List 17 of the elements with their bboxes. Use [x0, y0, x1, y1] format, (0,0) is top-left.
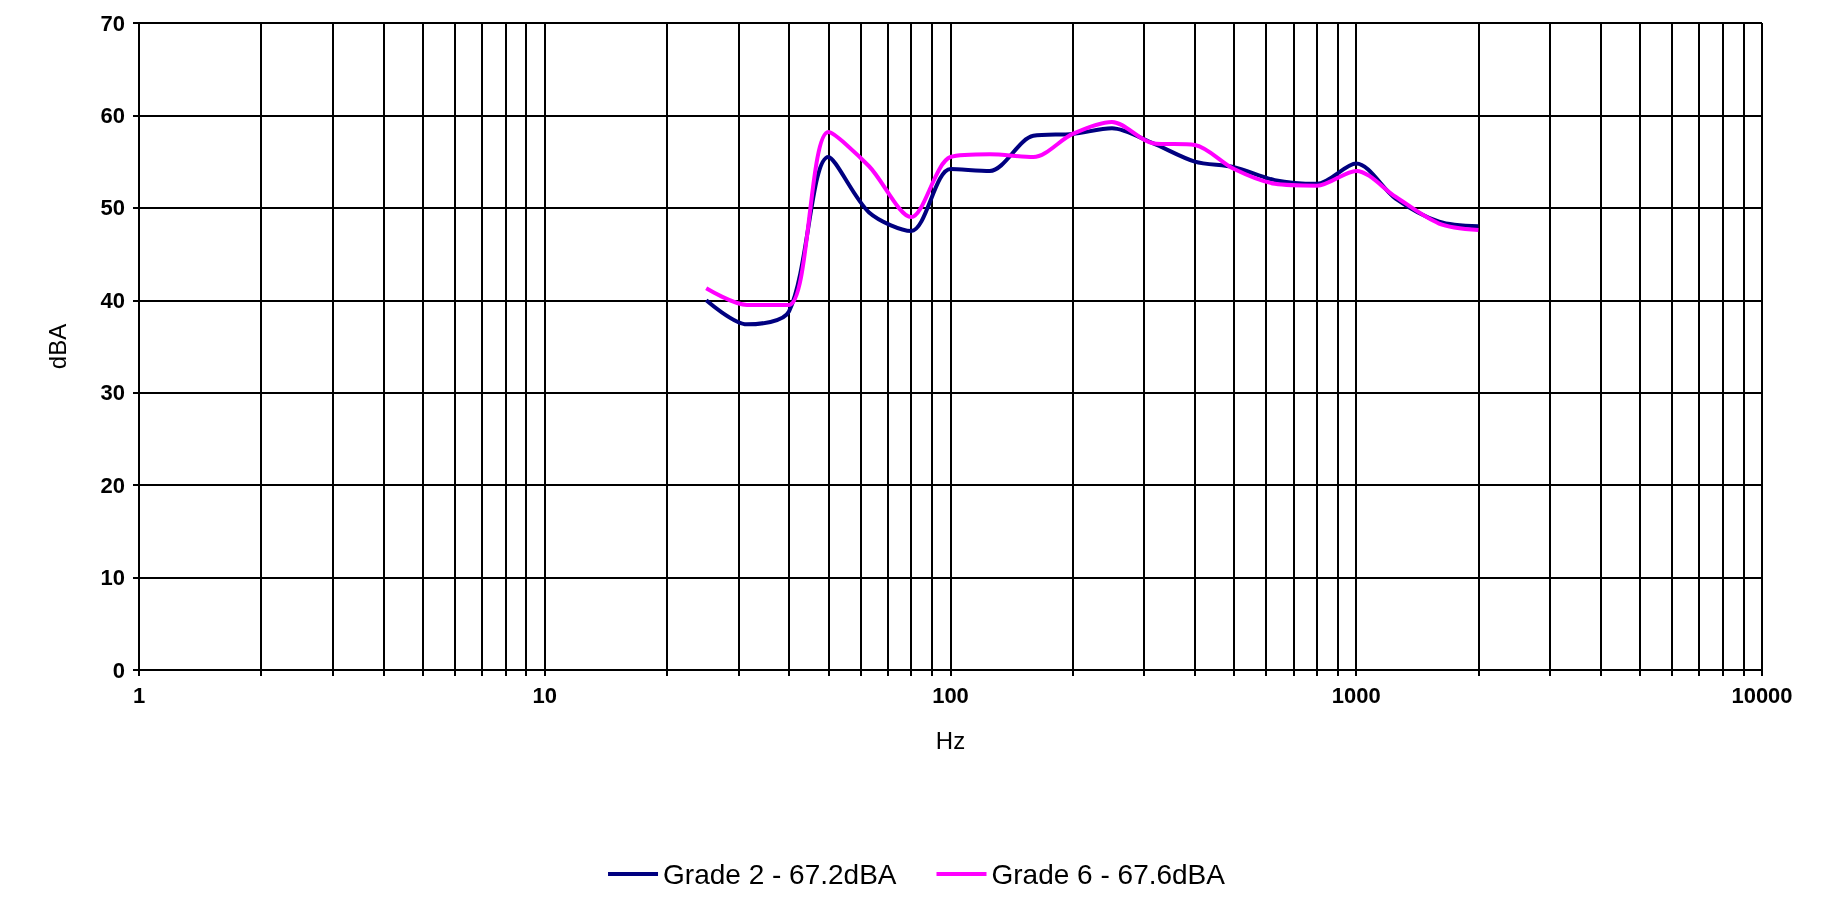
legend-label: Grade 6 - 67.6dBA [991, 858, 1226, 890]
legend-label: Grade 2 - 67.2dBA [663, 858, 897, 890]
y-tick-label: 50 [100, 195, 125, 221]
x-tick-label: 10000 [1731, 682, 1793, 708]
y-axis-title: dBA [43, 323, 71, 370]
y-tick-label: 70 [100, 10, 125, 36]
x-tick-label: 1000 [1331, 682, 1381, 708]
y-tick-label: 20 [100, 472, 125, 498]
x-tick-label: 10 [532, 682, 557, 708]
y-tick-label: 60 [100, 102, 125, 128]
x-tick-label: 100 [932, 682, 969, 708]
y-tick-label: 0 [112, 657, 125, 683]
x-axis-title: Hz [935, 726, 966, 754]
x-tick-label: 1 [132, 682, 146, 708]
y-tick-label: 40 [100, 287, 125, 313]
y-tick-label: 10 [100, 565, 125, 591]
y-tick-label: 30 [100, 380, 125, 406]
